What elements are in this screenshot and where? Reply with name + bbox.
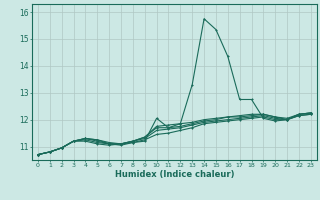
X-axis label: Humidex (Indice chaleur): Humidex (Indice chaleur) bbox=[115, 170, 234, 179]
